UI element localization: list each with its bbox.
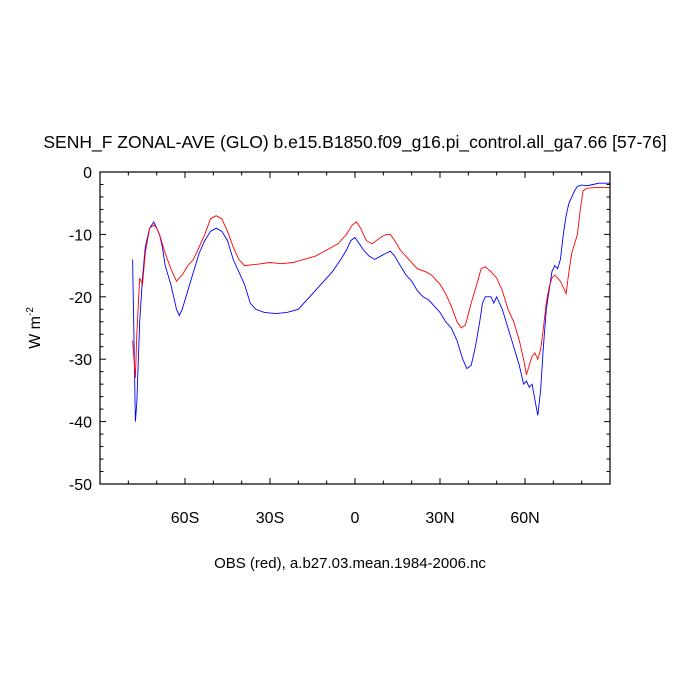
- y-axis-label-exponent: -2: [25, 307, 36, 316]
- x-tick-label: 30N: [425, 510, 454, 527]
- y-tick-label: -10: [69, 227, 92, 244]
- x-tick-label: 60N: [510, 510, 539, 527]
- y-tick-label: -30: [69, 352, 92, 369]
- plot-frame: [99, 171, 611, 485]
- model-series-line: [132, 182, 610, 422]
- x-tick-label: 60S: [171, 510, 199, 527]
- obs-series-line: [132, 187, 610, 378]
- plot-area: 0 -10 -20 -30 -40 -50 60S 30S 0 30N 60N: [69, 165, 611, 527]
- chart-subtitle: OBS (red), a.b27.03.mean.1984-2006.nc: [214, 555, 486, 572]
- chart-title: SENH_F ZONAL-AVE (GLO) b.e15.B1850.f09_g…: [43, 132, 666, 153]
- x-tick-label: 0: [351, 510, 360, 527]
- x-tick-label: 30S: [256, 510, 284, 527]
- y-tick-label: -50: [69, 477, 92, 494]
- y-tick-label: -20: [69, 290, 92, 307]
- y-axis-label-base: W m: [27, 316, 44, 349]
- y-tick-label: 0: [83, 165, 92, 182]
- y-axis-label: W m-2: [25, 307, 44, 349]
- y-tick-label: -40: [69, 415, 92, 432]
